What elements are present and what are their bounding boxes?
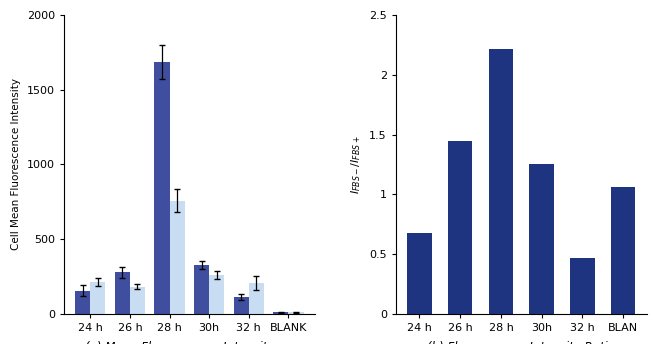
Bar: [530, 164, 554, 314]
Text: (a) Mean Fluorescence Intensity on
HaCaT cells: (a) Mean Fluorescence Intensity on HaCaT…: [86, 341, 293, 344]
Bar: [570, 258, 595, 314]
Bar: [90, 282, 105, 314]
Bar: [448, 141, 472, 314]
Text: (b) Fluorescence Intensity Ratio
(FBS-/FBS+): (b) Fluorescence Intensity Ratio (FBS-/F…: [428, 341, 615, 344]
Bar: [489, 49, 513, 314]
Y-axis label: Cell Mean Fluorescence Intensity: Cell Mean Fluorescence Intensity: [11, 78, 21, 250]
Bar: [234, 297, 249, 314]
Bar: [407, 233, 432, 314]
Bar: [249, 283, 264, 314]
Bar: [611, 187, 636, 314]
Bar: [155, 62, 170, 314]
Bar: [75, 291, 90, 314]
Y-axis label: $I_{FBS-}$/$I_{FBS+}$: $I_{FBS-}$/$I_{FBS+}$: [349, 135, 363, 194]
Bar: [194, 265, 209, 314]
Bar: [273, 312, 288, 314]
Bar: [170, 201, 185, 314]
Bar: [130, 287, 145, 314]
Bar: [115, 272, 130, 314]
Bar: [288, 312, 303, 314]
Bar: [209, 275, 224, 314]
